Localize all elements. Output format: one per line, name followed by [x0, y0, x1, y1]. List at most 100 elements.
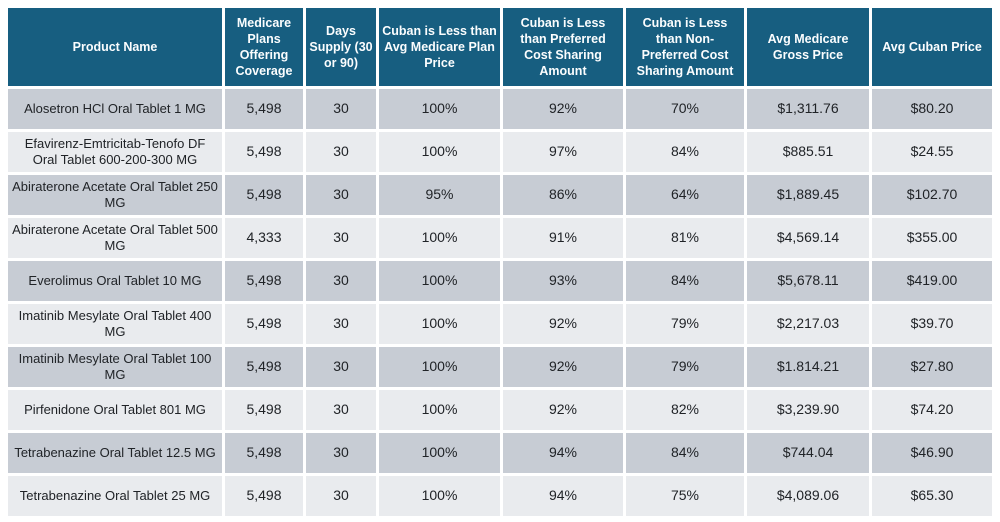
- table-row: Tetrabenazine Oral Tablet 12.5 MG 5,498 30…: [8, 433, 992, 473]
- cell-cuban-less-than-avg-medicare-plan-price: 100%: [379, 261, 500, 301]
- product-name-cell: Efavirenz-Emtricitab-Tenofo DF Oral Tabl…: [8, 132, 222, 172]
- cell-cuban-less-than-avg-medicare-plan-price: 100%: [379, 433, 500, 473]
- cell-avg-medicare-gross-price: $4,569.14: [747, 218, 869, 258]
- cell-avg-medicare-gross-price: $1.814.21: [747, 347, 869, 387]
- cell-cuban-less-than-non-preferred-cost-sharing: 84%: [626, 132, 744, 172]
- product-name-cell: Imatinib Mesylate Oral Tablet 400 MG: [8, 304, 222, 344]
- table-row: Tetrabenazine Oral Tablet 25 MG 5,498 30 10…: [8, 476, 992, 516]
- table-row: Pirfenidone Oral Tablet 801 MG 5,498 30 100…: [8, 390, 992, 430]
- table-row: Everolimus Oral Tablet 10 MG 5,498 30 100% 9…: [8, 261, 992, 301]
- cell-cuban-less-than-avg-medicare-plan-price: 100%: [379, 132, 500, 172]
- cell-cuban-less-than-avg-medicare-plan-price: 100%: [379, 390, 500, 430]
- cell-days-supply: 30: [306, 218, 376, 258]
- product-name-cell: Everolimus Oral Tablet 10 MG: [8, 261, 222, 301]
- column-header-days-supply: Days Supply (30 or 90): [306, 8, 376, 86]
- column-header-cuban-less-than-avg-medicare-plan-price: Cuban is Less than Avg Medicare Plan Pri…: [379, 8, 500, 86]
- cell-medicare-plans-offering-coverage: 5,498: [225, 89, 303, 129]
- product-name-cell: Imatinib Mesylate Oral Tablet 100 MG: [8, 347, 222, 387]
- cell-avg-medicare-gross-price: $1,889.45: [747, 175, 869, 215]
- cell-medicare-plans-offering-coverage: 5,498: [225, 476, 303, 516]
- cell-cuban-less-than-avg-medicare-plan-price: 100%: [379, 89, 500, 129]
- table-row: Abiraterone Acetate Oral Tablet 500 MG 4,…: [8, 218, 992, 258]
- cell-avg-cuban-price: $27.80: [872, 347, 992, 387]
- cell-medicare-plans-offering-coverage: 5,498: [225, 390, 303, 430]
- cell-avg-medicare-gross-price: $885.51: [747, 132, 869, 172]
- cell-medicare-plans-offering-coverage: 4,333: [225, 218, 303, 258]
- table-body: Alosetron HCl Oral Tablet 1 MG 5,498 30 100…: [8, 89, 992, 516]
- cell-cuban-less-than-preferred-cost-sharing: 92%: [503, 347, 623, 387]
- cell-avg-medicare-gross-price: $5,678.11: [747, 261, 869, 301]
- cell-cuban-less-than-non-preferred-cost-sharing: 81%: [626, 218, 744, 258]
- cell-days-supply: 30: [306, 304, 376, 344]
- column-header-cuban-less-than-non-preferred-cost-sharing: Cuban is Less than Non-Preferred Cost Sh…: [626, 8, 744, 86]
- cell-days-supply: 30: [306, 476, 376, 516]
- cell-avg-cuban-price: $46.90: [872, 433, 992, 473]
- cell-cuban-less-than-non-preferred-cost-sharing: 79%: [626, 304, 744, 344]
- cell-cuban-less-than-preferred-cost-sharing: 97%: [503, 132, 623, 172]
- cell-cuban-less-than-preferred-cost-sharing: 92%: [503, 390, 623, 430]
- cell-days-supply: 30: [306, 175, 376, 215]
- cell-cuban-less-than-preferred-cost-sharing: 92%: [503, 304, 623, 344]
- cell-cuban-less-than-avg-medicare-plan-price: 100%: [379, 218, 500, 258]
- column-header-medicare-plans-offering-coverage: Medicare Plans Offering Coverage: [225, 8, 303, 86]
- cell-cuban-less-than-avg-medicare-plan-price: 100%: [379, 476, 500, 516]
- table-row: Imatinib Mesylate Oral Tablet 400 MG 5,49…: [8, 304, 992, 344]
- cell-medicare-plans-offering-coverage: 5,498: [225, 175, 303, 215]
- product-name-cell: Tetrabenazine Oral Tablet 12.5 MG: [8, 433, 222, 473]
- cell-cuban-less-than-preferred-cost-sharing: 86%: [503, 175, 623, 215]
- cell-avg-cuban-price: $74.20: [872, 390, 992, 430]
- table-row: Efavirenz-Emtricitab-Tenofo DF Oral Tabl…: [8, 132, 992, 172]
- cell-medicare-plans-offering-coverage: 5,498: [225, 433, 303, 473]
- cell-cuban-less-than-non-preferred-cost-sharing: 84%: [626, 261, 744, 301]
- product-name-cell: Alosetron HCl Oral Tablet 1 MG: [8, 89, 222, 129]
- cell-avg-medicare-gross-price: $4,089.06: [747, 476, 869, 516]
- table-row: Alosetron HCl Oral Tablet 1 MG 5,498 30 100…: [8, 89, 992, 129]
- product-name-cell: Abiraterone Acetate Oral Tablet 250 MG: [8, 175, 222, 215]
- drug-price-comparison-table: Product Name Medicare Plans Offering Cove…: [5, 5, 995, 519]
- cell-cuban-less-than-avg-medicare-plan-price: 100%: [379, 304, 500, 344]
- cell-avg-medicare-gross-price: $2,217.03: [747, 304, 869, 344]
- cell-avg-cuban-price: $419.00: [872, 261, 992, 301]
- cell-days-supply: 30: [306, 89, 376, 129]
- cell-cuban-less-than-non-preferred-cost-sharing: 84%: [626, 433, 744, 473]
- cell-days-supply: 30: [306, 433, 376, 473]
- cell-cuban-less-than-avg-medicare-plan-price: 100%: [379, 347, 500, 387]
- cell-avg-medicare-gross-price: $1,311.76: [747, 89, 869, 129]
- product-name-cell: Pirfenidone Oral Tablet 801 MG: [8, 390, 222, 430]
- cell-cuban-less-than-non-preferred-cost-sharing: 75%: [626, 476, 744, 516]
- cell-avg-cuban-price: $24.55: [872, 132, 992, 172]
- cell-avg-medicare-gross-price: $744.04: [747, 433, 869, 473]
- cell-avg-medicare-gross-price: $3,239.90: [747, 390, 869, 430]
- cell-avg-cuban-price: $39.70: [872, 304, 992, 344]
- cell-days-supply: 30: [306, 261, 376, 301]
- column-header-product-name: Product Name: [8, 8, 222, 86]
- header-row: Product Name Medicare Plans Offering Cove…: [8, 8, 992, 86]
- cell-cuban-less-than-non-preferred-cost-sharing: 79%: [626, 347, 744, 387]
- cell-cuban-less-than-preferred-cost-sharing: 91%: [503, 218, 623, 258]
- cell-cuban-less-than-non-preferred-cost-sharing: 64%: [626, 175, 744, 215]
- cell-medicare-plans-offering-coverage: 5,498: [225, 304, 303, 344]
- cell-cuban-less-than-non-preferred-cost-sharing: 82%: [626, 390, 744, 430]
- cell-days-supply: 30: [306, 347, 376, 387]
- cell-avg-cuban-price: $65.30: [872, 476, 992, 516]
- cell-cuban-less-than-non-preferred-cost-sharing: 70%: [626, 89, 744, 129]
- cell-cuban-less-than-preferred-cost-sharing: 92%: [503, 89, 623, 129]
- cell-days-supply: 30: [306, 132, 376, 172]
- table-row: Imatinib Mesylate Oral Tablet 100 MG 5,49…: [8, 347, 992, 387]
- cell-cuban-less-than-preferred-cost-sharing: 94%: [503, 476, 623, 516]
- cell-avg-cuban-price: $102.70: [872, 175, 992, 215]
- cell-days-supply: 30: [306, 390, 376, 430]
- column-header-avg-medicare-gross-price: Avg Medicare Gross Price: [747, 8, 869, 86]
- cell-cuban-less-than-preferred-cost-sharing: 93%: [503, 261, 623, 301]
- product-name-cell: Abiraterone Acetate Oral Tablet 500 MG: [8, 218, 222, 258]
- cell-avg-cuban-price: $80.20: [872, 89, 992, 129]
- cell-medicare-plans-offering-coverage: 5,498: [225, 347, 303, 387]
- cell-cuban-less-than-avg-medicare-plan-price: 95%: [379, 175, 500, 215]
- cell-cuban-less-than-preferred-cost-sharing: 94%: [503, 433, 623, 473]
- cell-medicare-plans-offering-coverage: 5,498: [225, 261, 303, 301]
- cell-medicare-plans-offering-coverage: 5,498: [225, 132, 303, 172]
- column-header-avg-cuban-price: Avg Cuban Price: [872, 8, 992, 86]
- table-row: Abiraterone Acetate Oral Tablet 250 MG 5,…: [8, 175, 992, 215]
- cell-avg-cuban-price: $355.00: [872, 218, 992, 258]
